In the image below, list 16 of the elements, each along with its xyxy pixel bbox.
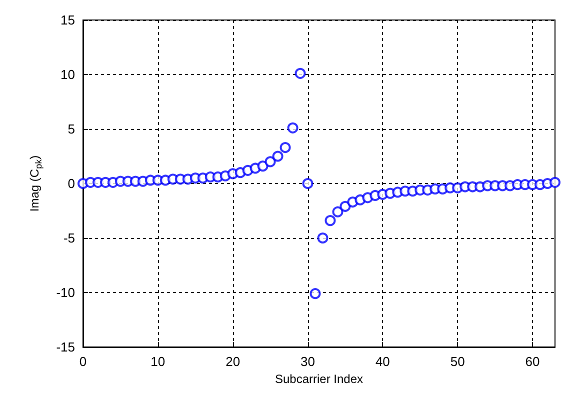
y-axis-title: Imag (Cpk) <box>28 155 44 212</box>
y-tick-label: 10 <box>60 67 75 82</box>
x-tick-label: 20 <box>226 354 240 369</box>
x-tick-label: 60 <box>525 354 540 369</box>
x-tick-label: 40 <box>375 354 390 369</box>
x-tick-label: 10 <box>150 354 166 369</box>
y-tick-label: 5 <box>68 122 75 136</box>
y-tick-label: -15 <box>56 340 75 354</box>
y-tick-label: 15 <box>60 12 75 28</box>
y-tick-label: 0 <box>68 176 75 191</box>
y-tick-label: -5 <box>63 230 75 246</box>
x-axis-title: Subcarrier Index <box>274 372 364 386</box>
x-tick-label: 30 <box>300 354 315 369</box>
x-tick-label: 50 <box>450 354 465 369</box>
x-tick-label: 0 <box>79 354 87 369</box>
y-tick-label: -10 <box>56 285 75 300</box>
